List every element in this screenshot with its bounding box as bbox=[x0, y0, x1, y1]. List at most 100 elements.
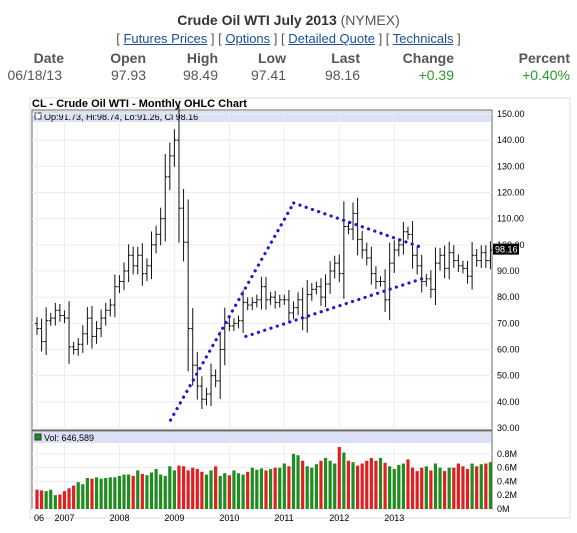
ohlc-bar bbox=[108, 298, 113, 317]
volume-bar bbox=[333, 463, 337, 509]
volume-bar bbox=[310, 467, 314, 509]
volume-info-text: Vol: 646,589 bbox=[44, 433, 94, 443]
volume-bar bbox=[456, 463, 460, 509]
volume-bar bbox=[131, 475, 135, 509]
ohlc-bar bbox=[259, 276, 264, 310]
volume-bar bbox=[424, 466, 428, 509]
ohlc-bar bbox=[135, 246, 140, 275]
high-value: 98.49 bbox=[182, 67, 218, 83]
price-tick-label: 90.00 bbox=[497, 266, 520, 276]
open-header: Open bbox=[110, 50, 146, 66]
ohlc-bar bbox=[195, 351, 200, 400]
volume-bar bbox=[438, 467, 442, 509]
low-header: Low bbox=[258, 50, 286, 66]
ohlc-bar bbox=[48, 312, 53, 326]
ohlc-bar bbox=[470, 241, 475, 290]
volume-bar bbox=[401, 463, 405, 509]
futures-prices-link[interactable]: Futures Prices bbox=[123, 31, 208, 46]
ohlc-bar bbox=[369, 246, 374, 285]
volume-bar bbox=[337, 447, 341, 509]
ohlc-bar bbox=[85, 307, 90, 345]
volume-bar bbox=[195, 469, 199, 509]
ohlc-bar bbox=[318, 278, 323, 306]
ohlc-bar bbox=[39, 318, 44, 352]
ohlc-bar bbox=[199, 376, 204, 410]
ohlc-bar bbox=[483, 245, 488, 268]
ohlc-bar bbox=[57, 303, 62, 322]
volume-tick-label: 0.4M bbox=[497, 476, 517, 486]
detailed-quote-link[interactable]: Detailed Quote bbox=[288, 31, 375, 46]
x-tick-label: 2010 bbox=[219, 513, 239, 523]
ohlc-bar bbox=[309, 283, 314, 301]
ohlc-bar bbox=[94, 321, 99, 344]
volume-bar bbox=[328, 460, 332, 509]
date-value: 06/18/13 bbox=[7, 67, 63, 83]
ohlc-bar bbox=[360, 230, 365, 259]
volume-bar bbox=[172, 470, 176, 509]
volume-bar bbox=[319, 460, 323, 509]
volume-bar bbox=[76, 482, 80, 509]
ohlc-bar bbox=[328, 261, 333, 294]
volume-bar bbox=[113, 477, 117, 509]
volume-bar bbox=[154, 469, 158, 509]
price-tick-label: 140.00 bbox=[497, 135, 525, 145]
ohlc-bar bbox=[62, 310, 67, 324]
ohlc-bar bbox=[305, 280, 310, 333]
volume-bar bbox=[296, 455, 300, 509]
volume-bar bbox=[204, 474, 209, 509]
ohlc-bar bbox=[314, 281, 319, 295]
volume-bar bbox=[452, 467, 456, 509]
ohlc-bar bbox=[53, 302, 58, 326]
low-value: 97.41 bbox=[250, 67, 286, 83]
ohlc-bar bbox=[213, 369, 218, 388]
ohlc-bar bbox=[181, 188, 186, 262]
ohlc-bar bbox=[387, 242, 392, 321]
ohlc-bar bbox=[163, 154, 168, 242]
volume-bar bbox=[241, 474, 245, 509]
technicals-link[interactable]: Technicals bbox=[392, 31, 454, 46]
ohlc-bar bbox=[286, 289, 291, 323]
chart-page-title: Crude Oil WTI July 2013 (NYMEX) bbox=[0, 12, 577, 28]
ohlc-bar bbox=[158, 207, 163, 246]
price-tick-label: 30.00 bbox=[497, 423, 520, 433]
volume-bar bbox=[223, 473, 227, 509]
ohlc-bar bbox=[456, 254, 461, 273]
ohlc-bar bbox=[250, 297, 255, 311]
ohlc-bar bbox=[44, 307, 49, 355]
volume-bar bbox=[305, 466, 309, 509]
volume-bar bbox=[351, 462, 355, 509]
ohlc-bar bbox=[231, 318, 236, 332]
trendline bbox=[292, 201, 424, 250]
volume-bar bbox=[117, 475, 122, 509]
volume-bar bbox=[369, 458, 373, 509]
price-info-swatch bbox=[34, 112, 42, 120]
volume-bar bbox=[378, 458, 383, 509]
volume-bar bbox=[236, 473, 241, 509]
x-tick-label: 2008 bbox=[109, 513, 129, 523]
volume-bar bbox=[163, 475, 167, 509]
ohlc-bar bbox=[176, 105, 181, 243]
volume-bar bbox=[323, 458, 328, 509]
ohlc-bar bbox=[277, 294, 282, 308]
volume-bar bbox=[209, 470, 213, 509]
volume-bar bbox=[177, 465, 181, 509]
ohlc-bar bbox=[332, 255, 337, 279]
volume-bar bbox=[301, 460, 305, 509]
price-tick-label: 50.00 bbox=[497, 371, 520, 381]
ohlc-bar bbox=[465, 260, 470, 284]
price-tick-label: 70.00 bbox=[497, 318, 520, 328]
ohlc-bar bbox=[438, 247, 443, 271]
options-link[interactable]: Options bbox=[225, 31, 271, 46]
ohlc-bar bbox=[355, 197, 360, 256]
volume-bar bbox=[273, 467, 277, 509]
volume-tick-label: 0M bbox=[497, 504, 510, 514]
volume-bar bbox=[392, 469, 396, 509]
ohlc-bar bbox=[140, 243, 145, 286]
ohlc-bar bbox=[282, 294, 287, 305]
volume-bar bbox=[268, 469, 273, 509]
volume-bar bbox=[484, 463, 488, 509]
volume-bar bbox=[383, 462, 387, 509]
volume-bar bbox=[282, 463, 286, 509]
volume-bar bbox=[104, 478, 108, 509]
volume-bar bbox=[342, 452, 346, 509]
